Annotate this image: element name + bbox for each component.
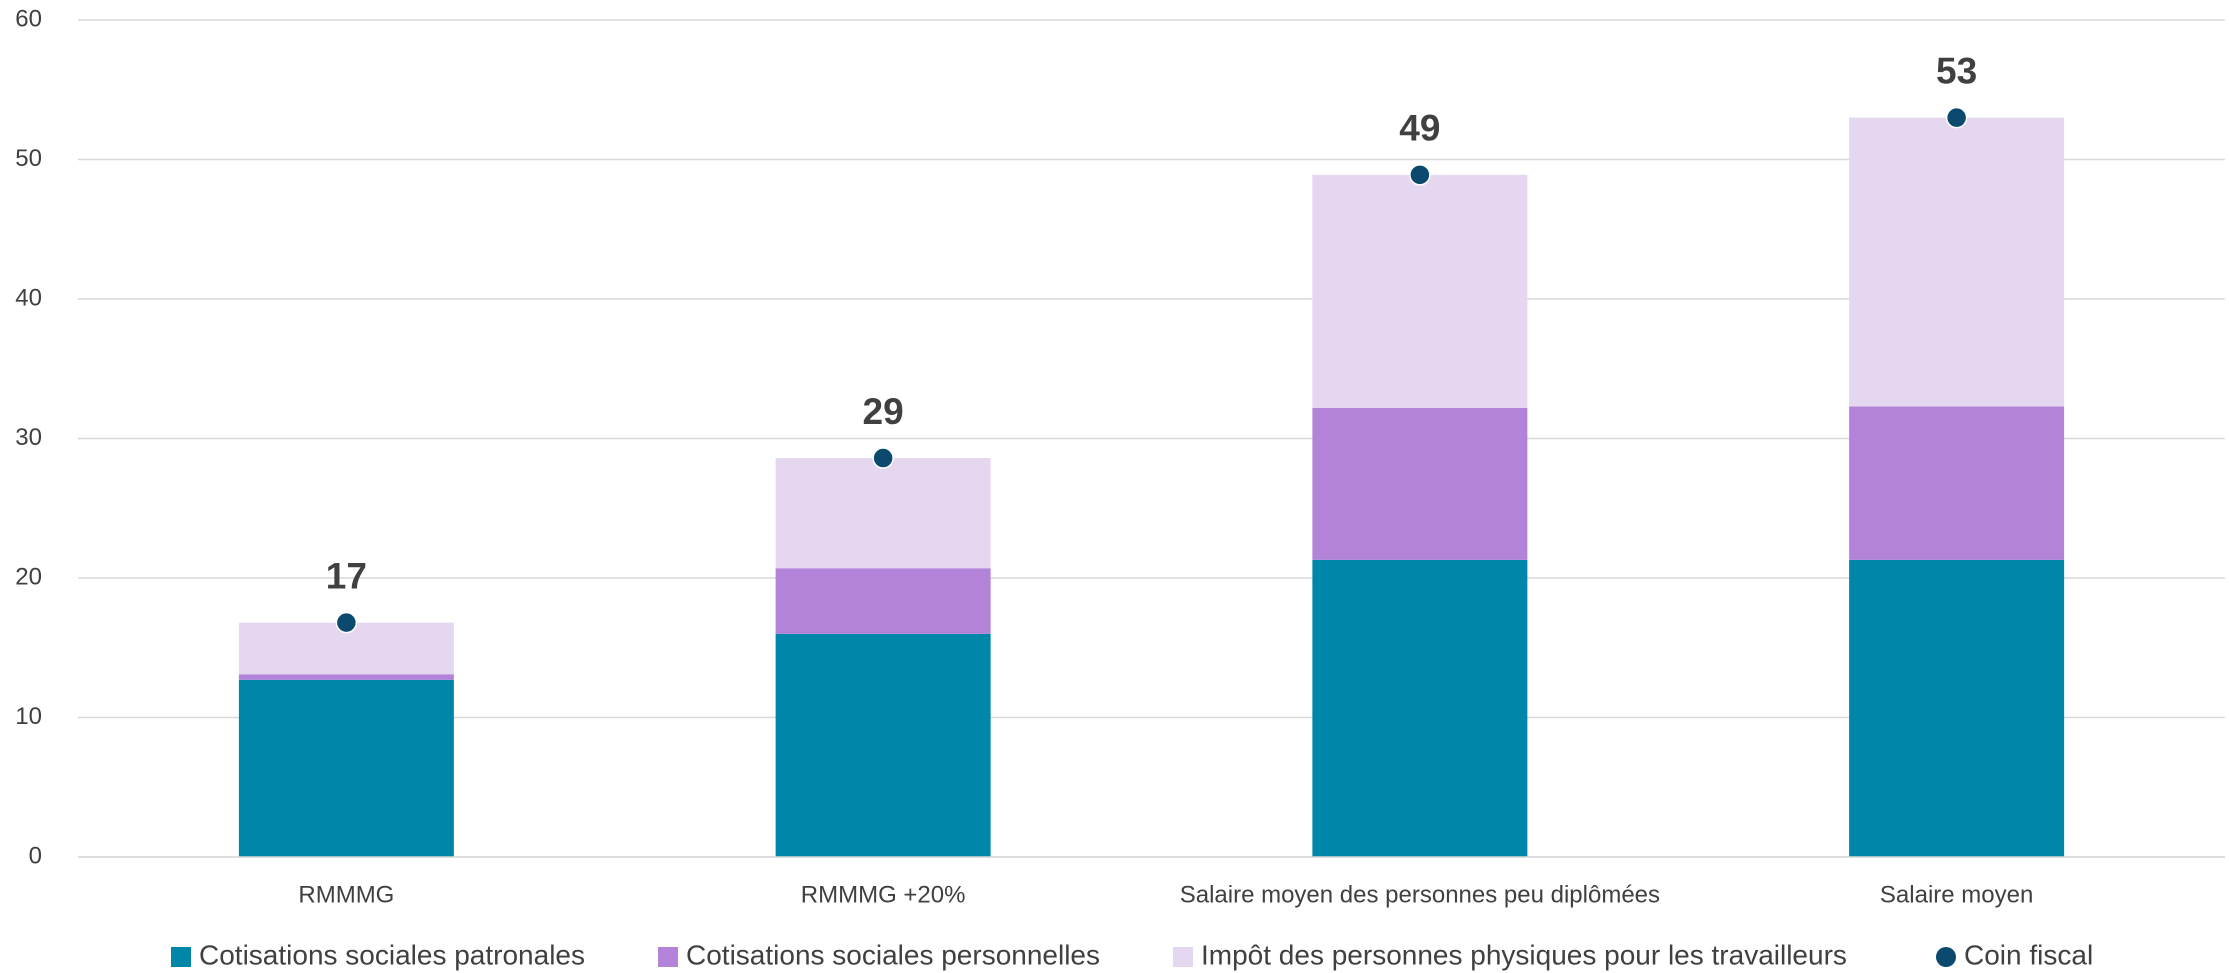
y-tick-label: 10 [15, 703, 42, 730]
bar-segment [1312, 559, 1528, 857]
data-label: 49 [1399, 108, 1440, 149]
coin-point [872, 447, 894, 469]
legend-swatch [658, 947, 678, 967]
bar-segment [238, 679, 454, 857]
legend-label: Cotisations sociales personnelles [686, 939, 1100, 970]
legend-swatch [1936, 947, 1956, 967]
coin-point [1409, 164, 1431, 186]
bar-segment [1849, 117, 2065, 407]
bar-segment [775, 458, 991, 569]
legend-label: Coin fiscal [1964, 939, 2093, 970]
x-tick-label: RMMMG [298, 881, 394, 908]
bar-segment [238, 674, 454, 680]
data-label: 29 [863, 391, 904, 432]
y-tick-label: 30 [15, 424, 42, 451]
bar-segment [1312, 407, 1528, 560]
y-tick-label: 60 [15, 5, 42, 32]
data-label: 53 [1936, 50, 1977, 91]
coin-point [1945, 106, 1968, 129]
data-label: 17 [326, 555, 367, 596]
y-tick-label: 50 [15, 145, 42, 172]
legend-swatch [171, 947, 191, 967]
bar-segment [1849, 559, 2065, 857]
coin-point [335, 611, 358, 634]
bar-segment [775, 568, 991, 634]
y-tick-label: 20 [15, 563, 42, 590]
x-tick-label: RMMMG +20% [801, 881, 966, 908]
legend-label: Cotisations sociales patronales [199, 939, 585, 970]
x-tick-label: Salaire moyen [1880, 881, 2033, 908]
legend-swatch [1173, 947, 1193, 967]
bar-segment [1849, 406, 2065, 560]
bar-segment [775, 633, 991, 857]
x-tick-label: Salaire moyen des personnes peu diplômée… [1180, 881, 1660, 908]
y-tick-label: 40 [15, 284, 42, 311]
legend-label: Impôt des personnes physiques pour les t… [1201, 939, 1847, 970]
y-tick-label: 0 [29, 842, 42, 869]
bar-segment [1312, 174, 1528, 408]
